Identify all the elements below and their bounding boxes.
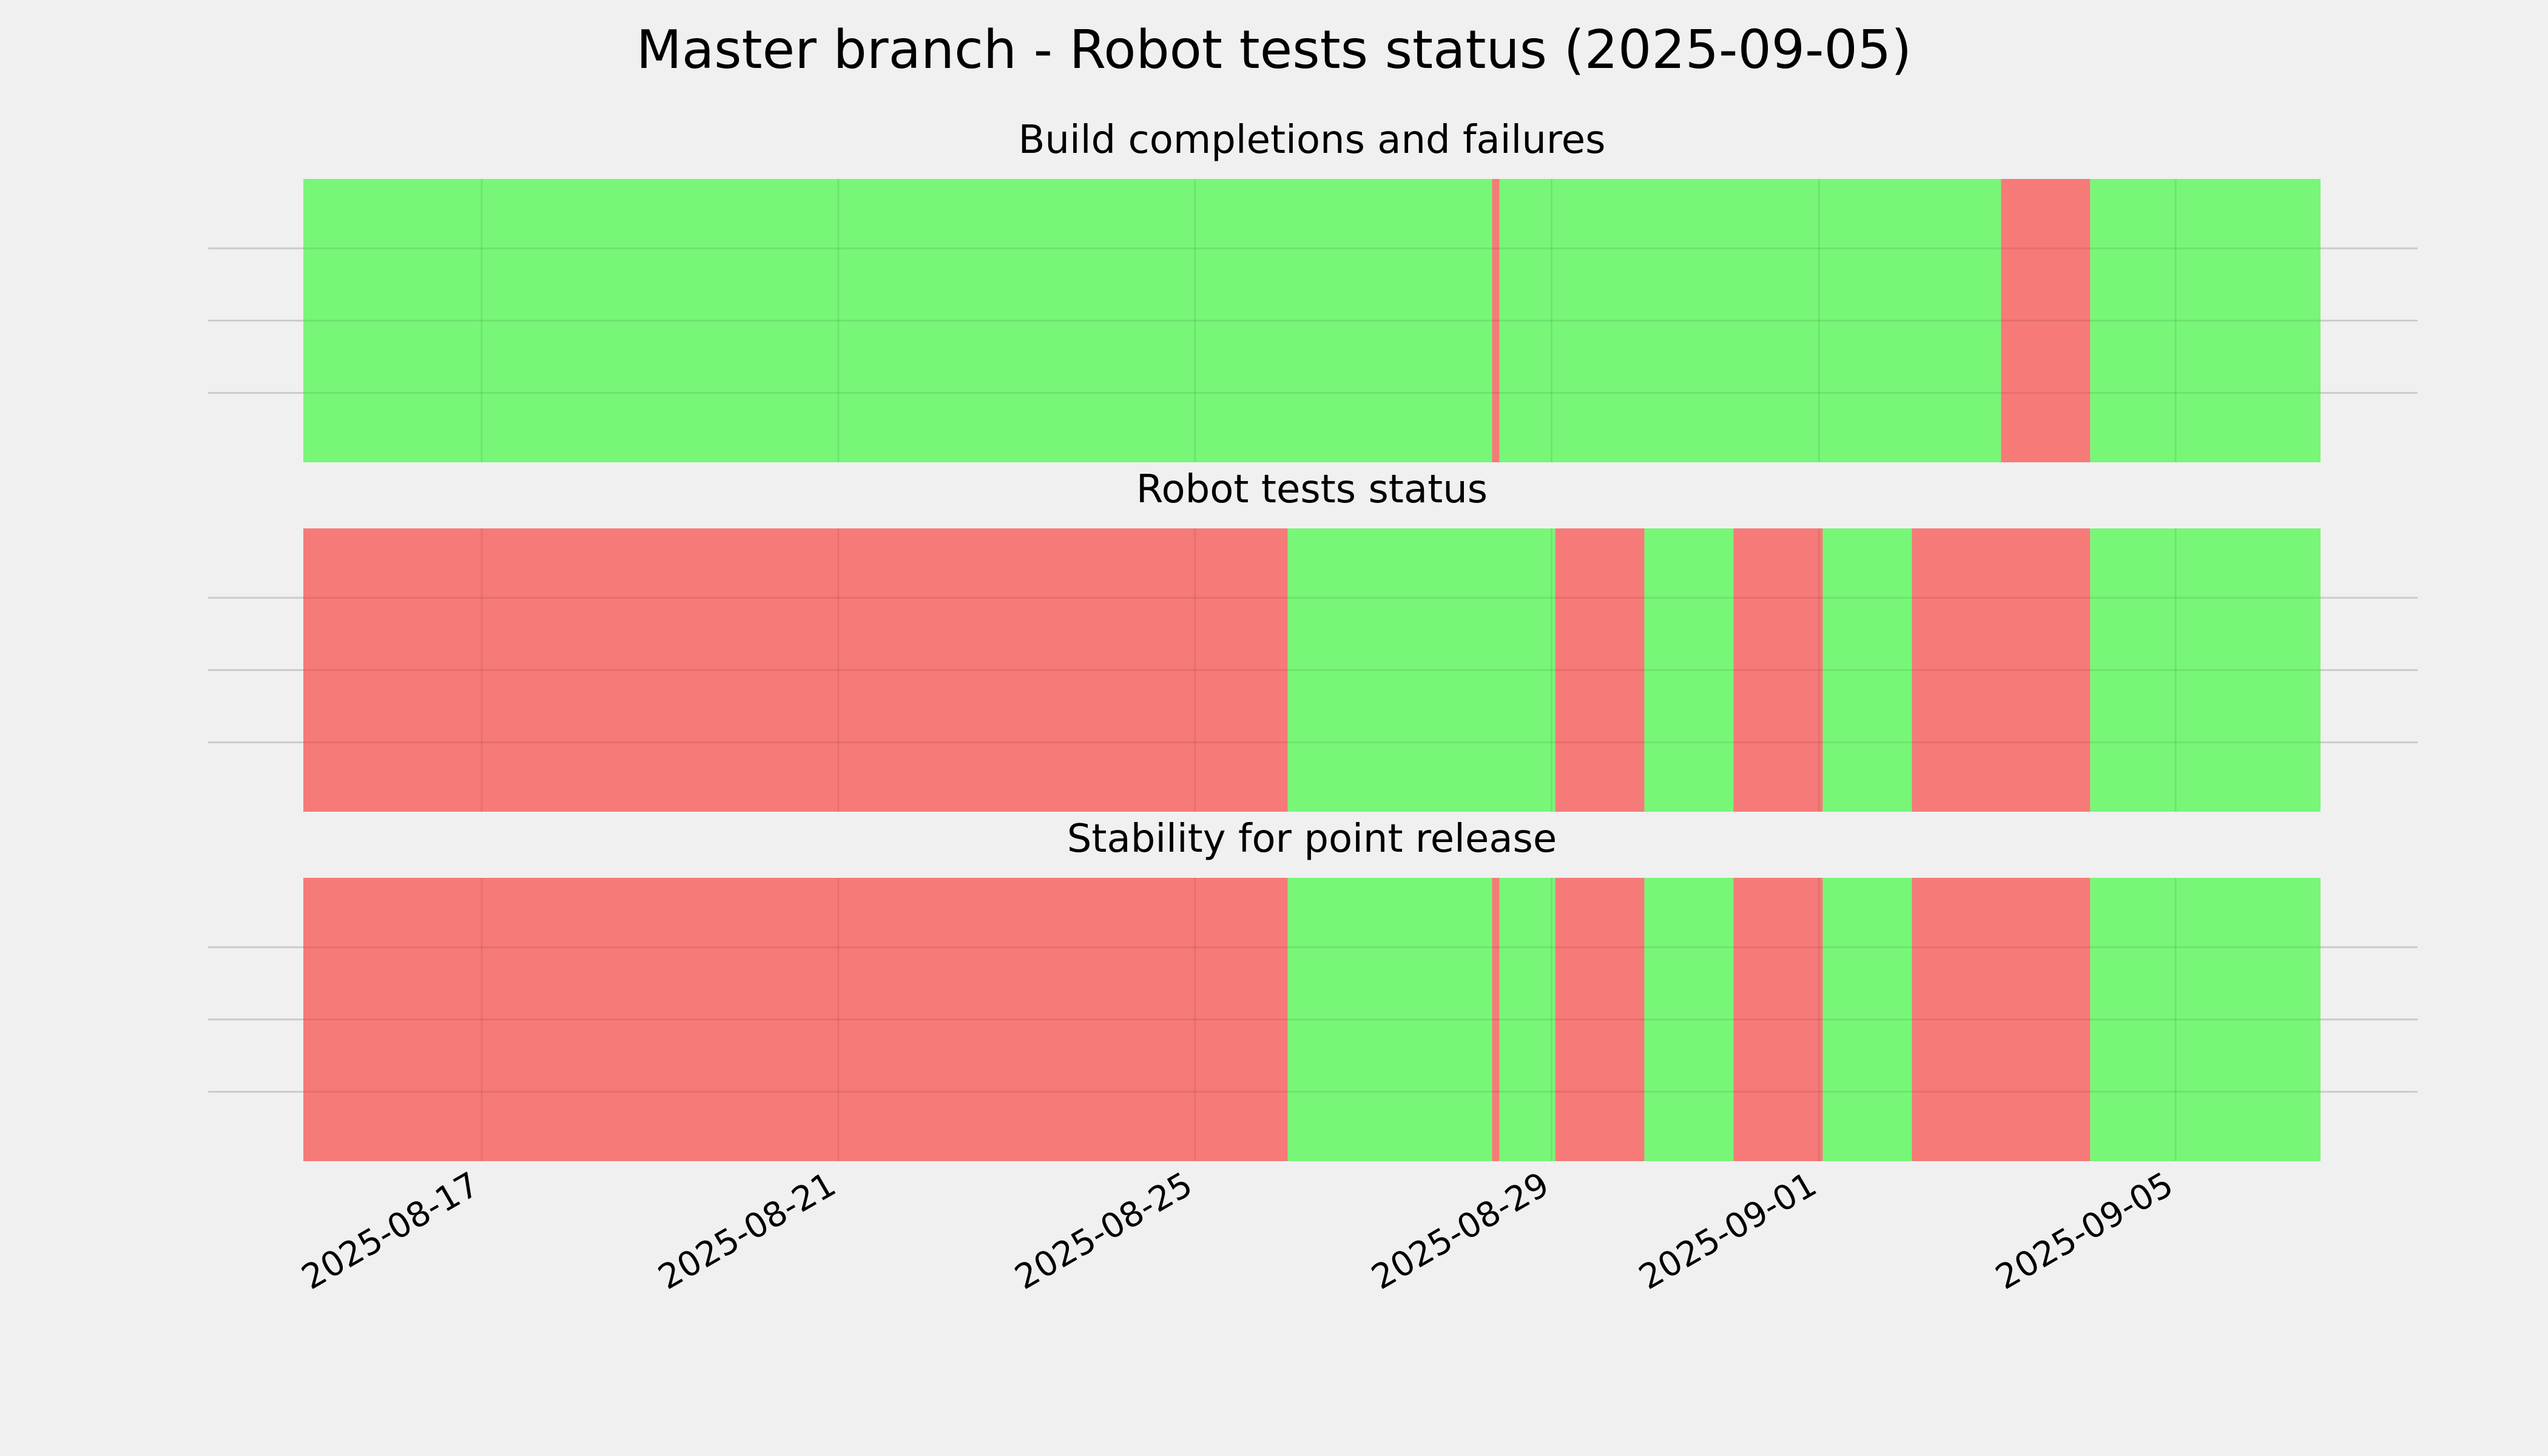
x-tick-label: 2025-08-25 xyxy=(1008,1165,1199,1298)
status-segment-fail xyxy=(303,878,1288,1161)
status-segment-fail xyxy=(1492,878,1500,1161)
x-tick-label: 2025-09-05 xyxy=(1989,1165,2180,1298)
status-segment-fail xyxy=(1555,878,1645,1161)
x-axis: 2025-08-17 2025-08-21 2025-08-25 2025-08-29… xyxy=(295,1165,2180,1298)
panel-1: Build completions and failures xyxy=(208,118,2418,462)
status-segment-fail xyxy=(1912,878,2091,1161)
panel-title: Stability for point release xyxy=(1067,817,1557,861)
status-segment-fail xyxy=(1555,528,1645,812)
status-segment-fail xyxy=(1912,528,2091,812)
x-tick-label: 2025-09-01 xyxy=(1633,1165,1823,1298)
status-segment-pass xyxy=(1644,878,1734,1161)
panels-layer: Build completions and failures Robot test… xyxy=(208,118,2418,1161)
status-segment-pass xyxy=(303,179,1492,462)
panel-title: Robot tests status xyxy=(1136,467,1488,512)
status-segment-pass xyxy=(1822,878,1912,1161)
panel-3: Stability for point release xyxy=(208,817,2418,1161)
status-segment-pass xyxy=(2090,179,2320,462)
status-segment-fail xyxy=(1733,528,1823,812)
x-tick-label: 2025-08-29 xyxy=(1365,1165,1555,1298)
panel-title: Build completions and failures xyxy=(1019,118,1606,163)
status-segment-fail xyxy=(1733,878,1823,1161)
status-segment-pass xyxy=(1822,528,1912,812)
chart-title: Master branch - Robot tests status (2025… xyxy=(636,19,1912,81)
status-segment-pass xyxy=(2090,878,2320,1161)
x-tick-label: 2025-08-17 xyxy=(295,1165,486,1298)
status-segment-pass xyxy=(1287,878,1492,1161)
status-segment-pass xyxy=(1499,878,1555,1161)
status-segment-pass xyxy=(1499,179,2001,462)
status-segment-fail xyxy=(1492,179,1500,462)
status-segment-fail xyxy=(303,528,1288,812)
panel-2: Robot tests status xyxy=(208,467,2418,812)
x-tick-label: 2025-08-21 xyxy=(652,1165,842,1298)
status-segment-pass xyxy=(1644,528,1734,812)
status-segment-pass xyxy=(1287,528,1555,812)
status-segment-fail xyxy=(2001,179,2091,462)
status-segment-pass xyxy=(2090,528,2320,812)
